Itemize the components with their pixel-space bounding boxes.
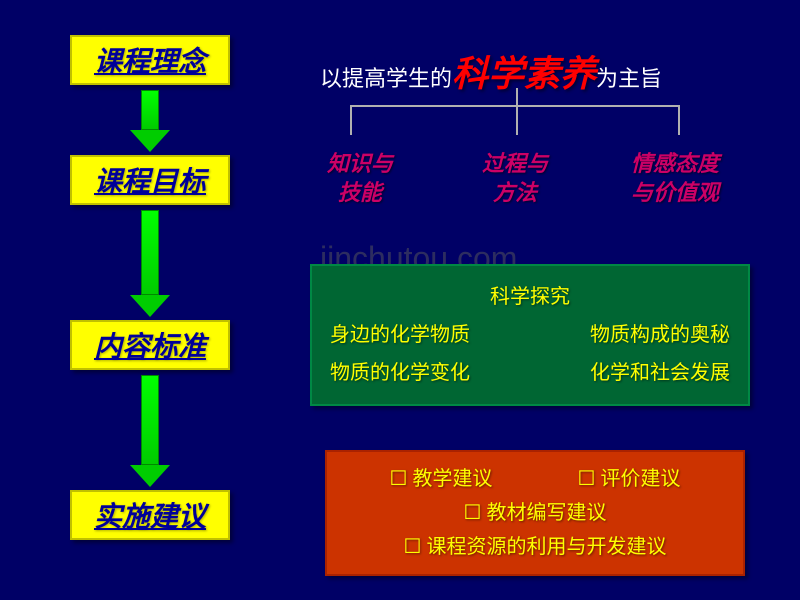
box-suggestions-label: 实施建议 <box>94 495 206 535</box>
orange-r1a: ☐ 教学建议 <box>390 462 493 496</box>
orange-r2: ☐ 教材编写建议 <box>347 496 723 530</box>
box-philosophy-label: 课程理念 <box>94 40 206 80</box>
arrow-2 <box>130 210 170 317</box>
box-goals-label: 课程目标 <box>94 160 206 200</box>
bracket-up-tick <box>516 88 518 105</box>
green-top: 科学探究 <box>330 278 730 316</box>
box-standards-label: 内容标准 <box>94 325 206 365</box>
box-suggestions: 实施建议 <box>70 490 230 540</box>
green-l2b: 化学和社会发展 <box>590 354 730 392</box>
title-emph: 科学素养 <box>452 54 596 94</box>
title-prefix: 以提高学生的 <box>320 66 452 91</box>
dim-process: 过程与 方法 <box>470 150 560 207</box>
title-suffix: 为主旨 <box>596 66 662 91</box>
bracket-line <box>350 105 680 107</box>
green-l2a: 物质的化学变化 <box>330 354 470 392</box>
box-standards: 内容标准 <box>70 320 230 370</box>
box-philosophy: 课程理念 <box>70 35 230 85</box>
title-line: 以提高学生的科学素养为主旨 <box>320 45 662 97</box>
content-green-box: 科学探究 身边的化学物质 物质构成的奥秘 物质的化学变化 化学和社会发展 <box>310 264 750 406</box>
green-l1a: 身边的化学物质 <box>330 316 470 354</box>
arrow-1 <box>130 90 170 152</box>
green-l1b: 物质构成的奥秘 <box>590 316 730 354</box>
box-goals: 课程目标 <box>70 155 230 205</box>
orange-r3: ☐ 课程资源的利用与开发建议 <box>347 530 723 564</box>
arrow-3 <box>130 375 170 487</box>
bracket-left-tick <box>350 105 352 135</box>
orange-r1b: ☐ 评价建议 <box>578 462 681 496</box>
dim-attitude: 情感态度 与价值观 <box>610 150 740 207</box>
suggestions-orange-box: ☐ 教学建议 ☐ 评价建议 ☐ 教材编写建议 ☐ 课程资源的利用与开发建议 <box>325 450 745 576</box>
bracket-right-tick <box>678 105 680 135</box>
dim-knowledge: 知识与 技能 <box>315 150 405 207</box>
bracket-mid-tick <box>516 105 518 135</box>
